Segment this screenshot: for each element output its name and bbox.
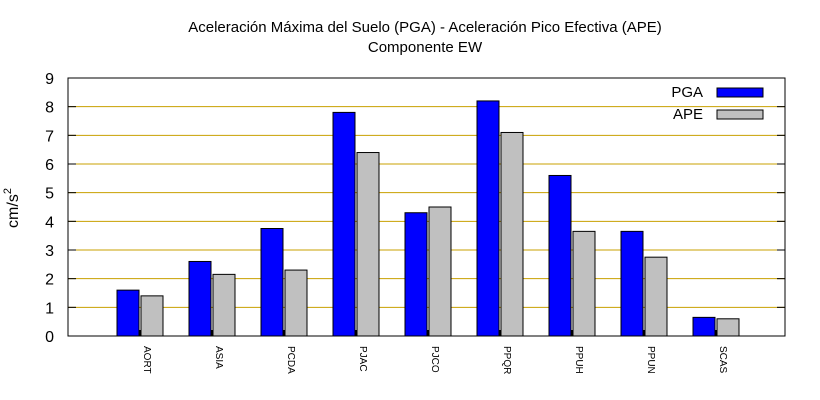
legend-swatch	[716, 87, 764, 98]
y-tick-label: 4	[45, 214, 54, 231]
bar-pga-pcda	[260, 228, 284, 337]
bar-ape-pjac	[356, 152, 380, 337]
bar-ape-pjco	[428, 206, 452, 337]
bar-pga-ppqr	[476, 100, 500, 337]
y-tick-label: 9	[45, 71, 54, 88]
x-tick-label: SCAS	[717, 346, 728, 374]
bar-ape-scas	[716, 318, 740, 337]
x-tick-label: PJAC	[357, 346, 368, 372]
y-axis-ticks: 0 1 2 3 4 5 6 7 8 9	[45, 71, 785, 346]
x-tick-label: PPUH	[573, 346, 584, 374]
bar-pga-aort	[116, 289, 140, 337]
bar-ape-ppuh	[572, 230, 596, 337]
bar-pga-ppun	[620, 230, 644, 337]
bar-pga-pjac	[332, 111, 356, 337]
y-tick-label: 7	[45, 128, 54, 145]
y-tick-label: 2	[45, 272, 54, 289]
legend: PGA APE	[671, 84, 764, 123]
y-axis-label-exponent: 2	[2, 188, 14, 194]
bar-ape-asia	[212, 273, 236, 337]
y-tick-label: 6	[45, 157, 54, 174]
legend-label: APE	[673, 106, 703, 123]
x-tick-label: AORT	[141, 346, 152, 374]
y-tick-label: 8	[45, 100, 54, 117]
y-tick-label: 1	[45, 300, 54, 317]
chart-title: Aceleración Máxima del Suelo (PGA) - Ace…	[188, 19, 662, 36]
y-tick-label: 0	[45, 329, 54, 346]
y-tick-label: 5	[45, 186, 54, 203]
x-tick-label: PPUN	[645, 346, 656, 374]
chart-subtitle: Componente EW	[368, 39, 483, 56]
bar-ape-aort	[140, 295, 164, 337]
bars	[116, 100, 740, 337]
x-axis-ticks: AORT ASIA PCDA PJAC PJCO PPQR PPUH PPUN SCAS	[139, 330, 728, 374]
bar-ape-ppun	[644, 256, 668, 337]
x-tick-label: PCDA	[285, 346, 296, 374]
x-tick-label: ASIA	[213, 346, 224, 369]
x-tick-label: PJCO	[429, 346, 440, 373]
y-axis-label: cm/s2	[2, 188, 22, 228]
bar-pga-scas	[692, 316, 716, 337]
legend-swatch	[716, 109, 764, 120]
plot-frame	[67, 77, 786, 337]
bar-pga-pjco	[404, 212, 428, 337]
y-tick-label: 3	[45, 243, 54, 260]
bar-pga-ppuh	[548, 174, 572, 337]
bar-pga-asia	[188, 260, 212, 337]
x-tick-label: PPQR	[501, 346, 512, 374]
legend-label: PGA	[671, 84, 703, 101]
y-axis-label-unit: cm/s	[5, 194, 22, 228]
bar-ape-ppqr	[500, 131, 524, 337]
bar-ape-pcda	[284, 269, 308, 337]
